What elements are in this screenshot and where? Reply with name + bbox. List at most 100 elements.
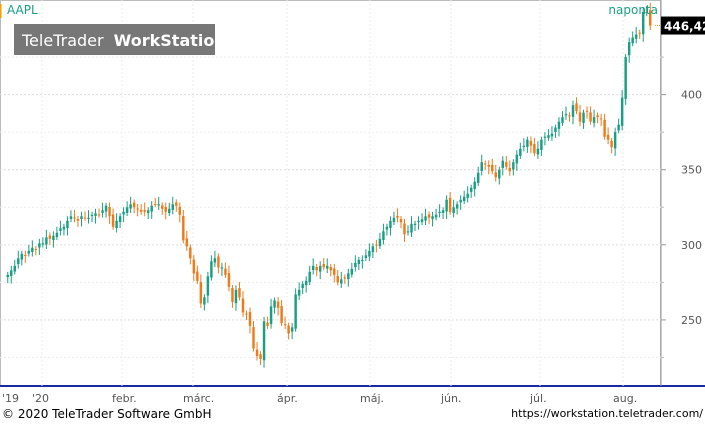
candle-body xyxy=(554,127,557,132)
candle-body xyxy=(234,289,238,304)
candle-body xyxy=(617,124,620,131)
candle-body xyxy=(59,228,62,231)
candle-body xyxy=(294,294,297,329)
y-tick-label: 400 xyxy=(681,89,702,102)
candle-body xyxy=(199,282,203,304)
x-axis-ticks: '19 '20 febr. márc. ápr. máj. jún. júl. aug. xyxy=(2,392,637,405)
candle-body xyxy=(368,250,371,257)
candle-body xyxy=(76,218,80,221)
candle-body xyxy=(283,324,287,326)
candle-body xyxy=(10,270,13,277)
candle-body xyxy=(143,209,146,212)
candle-body xyxy=(311,265,315,271)
candle-body xyxy=(645,12,648,14)
candle-body xyxy=(304,280,308,286)
candle-body xyxy=(526,139,529,147)
candle-body xyxy=(94,213,97,216)
candle-body xyxy=(206,276,210,296)
candle-body xyxy=(462,196,466,201)
candle-body xyxy=(364,255,368,259)
candle-body xyxy=(273,300,276,308)
candle-body xyxy=(649,10,652,26)
candle-body xyxy=(561,117,564,123)
candle-body xyxy=(259,354,262,359)
candle-body xyxy=(406,231,410,233)
candle-body xyxy=(213,258,217,263)
copyright-footer: © 2020 TeleTrader Software GmbH xyxy=(2,407,212,421)
candle-body xyxy=(139,209,143,212)
y-tick-label: 350 xyxy=(681,164,702,177)
svg-text:TeleTrader WorkStation: TeleTrader WorkStation xyxy=(21,31,226,50)
candle-body xyxy=(578,112,582,122)
candle-body xyxy=(34,249,38,251)
candle-body xyxy=(399,218,403,223)
candle-body xyxy=(318,265,322,272)
candle-body xyxy=(392,217,396,222)
candle-body xyxy=(564,114,568,116)
candle-body xyxy=(498,169,501,179)
candle-body xyxy=(48,235,52,239)
candle-body xyxy=(203,297,206,305)
candle-body xyxy=(333,268,336,275)
candle-body xyxy=(424,216,427,221)
candle-body xyxy=(182,215,185,241)
candle-body xyxy=(101,210,104,213)
candle-body xyxy=(136,208,139,210)
candle-body xyxy=(189,247,192,259)
candle-body xyxy=(512,162,515,170)
candle-body xyxy=(431,216,434,219)
candle-body xyxy=(596,115,599,118)
candle-body xyxy=(38,243,41,248)
candle-body xyxy=(582,112,585,123)
candle-body xyxy=(227,273,231,287)
candle-body xyxy=(217,256,220,268)
candle-body xyxy=(62,226,66,230)
candle-body xyxy=(252,327,255,349)
candle-body xyxy=(452,207,455,213)
candle-body xyxy=(375,244,378,246)
candle-body xyxy=(66,220,69,228)
candle-body xyxy=(533,143,536,154)
candle-body xyxy=(476,172,480,183)
candle-body xyxy=(434,214,438,218)
watermark-part2: WorkStation xyxy=(114,31,226,50)
candle-body xyxy=(129,204,132,209)
x-tick-label: febr. xyxy=(112,392,137,405)
candle-body xyxy=(519,148,522,156)
candle-body xyxy=(336,276,340,283)
candle-body xyxy=(125,207,129,213)
x-tick-label: márc. xyxy=(183,392,214,405)
candle-body xyxy=(178,206,182,215)
candle-body xyxy=(280,306,283,323)
candle-body xyxy=(550,133,554,137)
watermark: TeleTrader WorkStation xyxy=(14,24,226,55)
y-axis-ticks: 250 300 350 400 xyxy=(661,56,702,358)
candle-body xyxy=(420,219,424,222)
candle-body xyxy=(543,136,547,138)
candle-body xyxy=(396,215,399,218)
candle-body xyxy=(192,259,196,274)
candle-body xyxy=(610,140,613,148)
candle-body xyxy=(108,206,111,217)
candle-body xyxy=(287,325,290,334)
candle-body xyxy=(97,214,101,216)
candle-body xyxy=(508,167,512,172)
candle-body xyxy=(118,216,122,222)
candle-body xyxy=(389,220,392,228)
candle-body xyxy=(69,216,73,219)
candle-body xyxy=(245,313,248,315)
candle-body xyxy=(297,289,301,296)
x-tick-label: ápr. xyxy=(277,392,298,405)
candle-body xyxy=(568,115,571,117)
candle-body xyxy=(322,264,325,268)
candle-body xyxy=(55,232,59,238)
candle-body xyxy=(87,217,90,219)
candle-body xyxy=(413,223,417,225)
candle-body xyxy=(473,181,476,189)
candle-body xyxy=(589,112,592,122)
candle-body xyxy=(171,204,174,210)
candle-body xyxy=(41,243,45,245)
candle-body xyxy=(210,261,213,278)
candle-body xyxy=(455,204,459,209)
